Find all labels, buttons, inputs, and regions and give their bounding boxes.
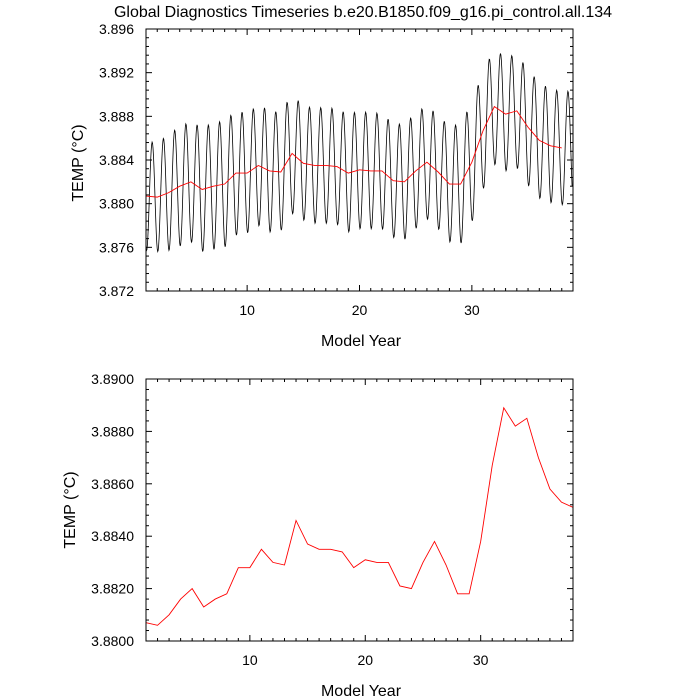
bottom-panel-y-tick-label: 3.8860 [91,476,134,492]
bottom-panel-x-tick-labels: 10 20 30 [242,652,489,668]
bottom-panel-x-axis-label: Model Year [321,683,402,700]
top-panel-annual-mean-line [146,105,562,198]
top-panel-monthly-line [146,53,573,254]
bottom-panel-y-tick-labels: 3.8800 3.8820 3.8840 3.8860 3.8880 3.8900 [91,371,134,649]
bottom-panel-x-tick-label: 30 [473,652,489,668]
bottom-panel-frame [145,378,574,642]
top-panel-y-tick-label: 3.896 [99,21,134,37]
bottom-panel-y-axis-label: TEMP (°C) [62,471,79,548]
bottom-panel-annual-mean-line [146,406,573,626]
top-panel-y-tick-label: 3.880 [99,196,134,212]
bottom-panel-y-tick-label: 3.8800 [91,633,134,649]
top-panel: 3.872 3.876 3.880 3.884 3.888 3.892 3.896 10 20… [70,21,574,350]
top-panel-x-tick-labels: 10 20 30 [239,302,480,318]
bottom-panel-x-tick-label: 20 [357,652,373,668]
top-panel-x-axis-label: Model Year [321,333,402,350]
top-panel-y-tick-label: 3.888 [99,108,134,124]
top-panel-y-tick-labels: 3.872 3.876 3.880 3.884 3.888 3.892 3.896 [99,21,134,299]
top-panel-y-tick-label: 3.872 [99,283,134,299]
top-panel-frame [145,28,574,292]
top-panel-y-axis-label: TEMP (°C) [70,124,87,201]
bottom-panel-y-tick-label: 3.8840 [91,528,134,544]
bottom-panel-x-tick-label: 10 [242,652,258,668]
top-panel-y-tick-label: 3.876 [99,239,134,255]
bottom-panel-y-tick-label: 3.8880 [91,423,134,439]
figure-title: Global Diagnostics Timeseries b.e20.B185… [114,4,612,21]
top-panel-x-tick-label: 10 [239,302,255,318]
bottom-panel-series [146,406,573,626]
bottom-panel-y-tick-label: 3.8900 [91,371,134,387]
top-panel-y-tick-label: 3.892 [99,65,134,81]
bottom-panel-y-tick-label: 3.8820 [91,581,134,597]
top-panel-x-tick-label: 20 [352,302,368,318]
top-panel-series [146,53,573,254]
top-panel-y-tick-label: 3.884 [99,152,134,168]
bottom-panel: 3.8800 3.8820 3.8840 3.8860 3.8880 3.8900 10 2… [62,371,574,700]
top-panel-x-tick-label: 30 [464,302,480,318]
